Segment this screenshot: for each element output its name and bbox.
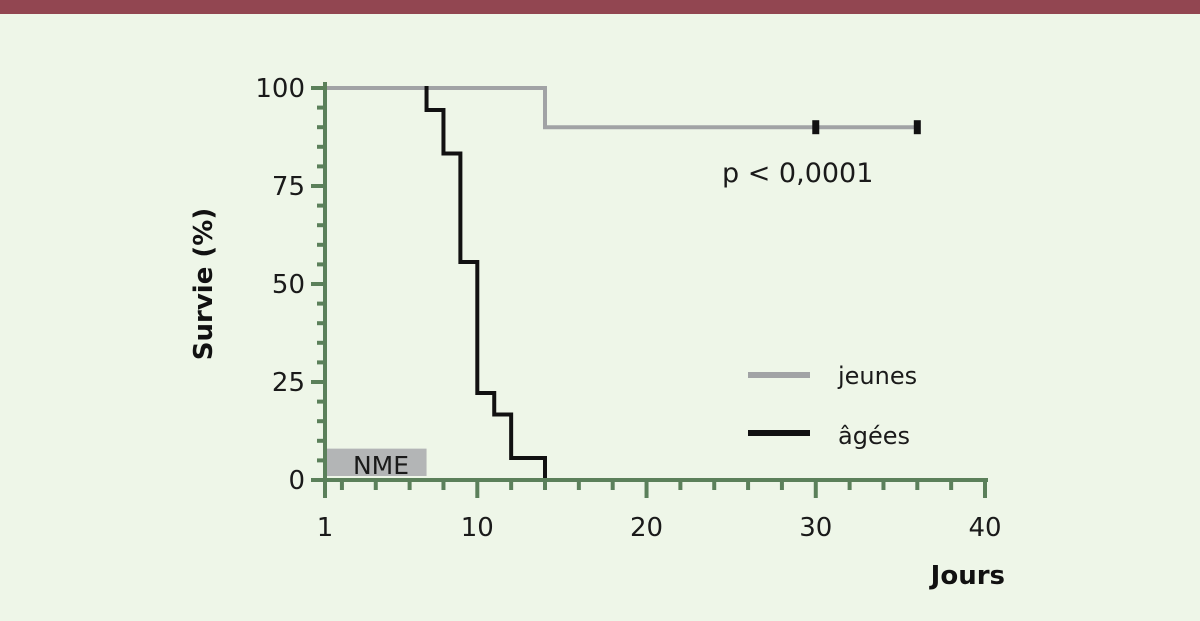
tick-labels: 0 25 50 75 100 1 10 20 30 40	[255, 74, 1001, 543]
legend-label-agees: âgées	[838, 422, 910, 450]
legend-label-jeunes: jeunes	[837, 362, 917, 390]
x-tick-label: 20	[630, 513, 663, 543]
x-tick-label: 10	[461, 513, 494, 543]
x-tick-label: 1	[317, 513, 334, 543]
series-line-agees	[424, 86, 547, 482]
y-tick-label: 50	[272, 270, 305, 300]
censor-mark-2	[913, 120, 921, 135]
series-layer	[323, 86, 921, 482]
nme-box-label: NME	[353, 451, 409, 480]
x-tick-label: 40	[968, 513, 1001, 543]
p-value-annotation: p < 0,0001	[722, 158, 873, 189]
y-tick-label: 0	[288, 466, 305, 496]
top-accent-bar	[0, 0, 1200, 14]
nme-box	[327, 448, 427, 476]
censor-mark-1	[812, 120, 820, 135]
axes	[311, 82, 988, 498]
series-line-jeunes	[323, 86, 920, 130]
y-tick-label: 25	[272, 368, 305, 398]
y-tick-label: 100	[255, 74, 305, 104]
y-axis-label: Survie (%)	[189, 208, 219, 360]
nme-box-rect	[327, 448, 427, 476]
x-axis-label: Jours	[929, 561, 1005, 591]
y-tick-label: 75	[272, 172, 305, 202]
x-tick-label: 30	[799, 513, 832, 543]
legend: jeunes âgées	[748, 362, 917, 450]
